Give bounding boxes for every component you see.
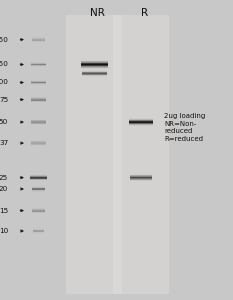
Bar	[81, 62, 108, 63]
Text: 100: 100	[0, 80, 8, 85]
Bar	[82, 75, 106, 76]
Bar	[81, 60, 108, 61]
Bar	[129, 121, 153, 122]
Bar	[82, 74, 106, 75]
Bar	[82, 72, 106, 73]
Bar	[82, 71, 106, 72]
Bar	[129, 118, 153, 119]
Bar	[129, 124, 153, 125]
Bar	[82, 73, 106, 74]
Bar	[129, 123, 153, 124]
Bar	[82, 72, 106, 73]
Bar	[130, 180, 152, 181]
Bar	[130, 178, 152, 179]
Bar	[130, 174, 152, 175]
Bar	[130, 178, 152, 179]
Bar	[129, 120, 153, 121]
Text: NR: NR	[90, 8, 105, 19]
Bar	[82, 70, 106, 71]
Text: 250: 250	[0, 37, 8, 43]
Text: 150: 150	[0, 61, 8, 68]
Bar	[130, 175, 152, 176]
Text: 50: 50	[0, 119, 8, 125]
Bar	[81, 67, 108, 68]
Bar	[129, 118, 153, 119]
Text: 37: 37	[0, 140, 8, 146]
Bar	[81, 65, 108, 66]
Text: 20: 20	[0, 186, 8, 192]
Text: 10: 10	[0, 228, 8, 234]
Bar	[81, 63, 108, 64]
Bar	[129, 122, 153, 123]
Bar	[129, 125, 153, 126]
Bar	[129, 119, 153, 120]
Bar	[81, 68, 108, 69]
Bar	[130, 176, 152, 177]
Bar	[81, 66, 108, 67]
Bar	[113, 15, 169, 294]
Bar	[129, 121, 153, 122]
Bar	[81, 61, 108, 62]
Bar	[130, 176, 152, 177]
Bar	[81, 63, 108, 64]
Bar	[81, 65, 108, 66]
Bar	[130, 177, 152, 178]
Text: 2ug loading
NR=Non-
reduced
R=reduced: 2ug loading NR=Non- reduced R=reduced	[164, 113, 206, 142]
Bar	[82, 74, 106, 75]
Bar	[81, 64, 108, 65]
Text: 25: 25	[0, 175, 8, 181]
Text: 75: 75	[0, 97, 8, 103]
Text: 15: 15	[0, 208, 8, 214]
Bar	[129, 122, 153, 123]
Bar	[129, 125, 153, 126]
Bar	[130, 175, 152, 176]
Text: R: R	[141, 8, 148, 19]
Bar	[66, 15, 122, 294]
